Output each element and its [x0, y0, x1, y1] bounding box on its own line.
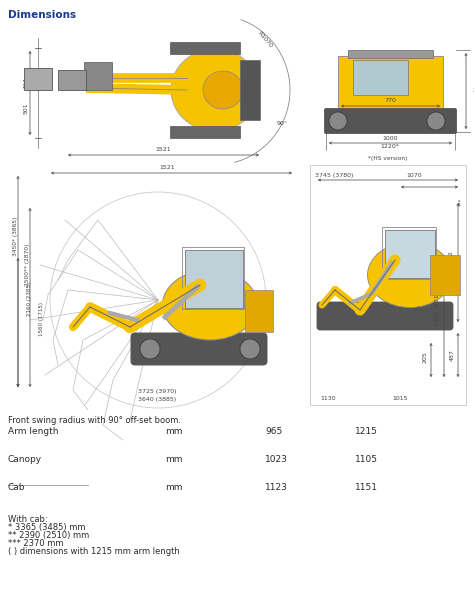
Bar [382, 227, 436, 279]
Bar [185, 250, 243, 308]
Text: 1070: 1070 [406, 173, 422, 178]
FancyBboxPatch shape [317, 302, 453, 330]
Text: 3640 (3885): 3640 (3885) [138, 397, 176, 402]
Text: 1215: 1215 [355, 427, 378, 436]
Text: 770: 770 [384, 98, 396, 103]
Bar [24, 68, 52, 90]
Text: 1521: 1521 [159, 165, 175, 170]
FancyBboxPatch shape [131, 333, 267, 365]
Text: 1151: 1151 [355, 483, 378, 492]
Text: 3725 (3970): 3725 (3970) [138, 389, 176, 394]
Circle shape [427, 112, 445, 130]
Text: 3745 (3780): 3745 (3780) [315, 173, 354, 178]
Text: 90°: 90° [277, 121, 288, 126]
Text: 1105: 1105 [355, 455, 378, 464]
Ellipse shape [203, 71, 243, 109]
Text: 2160 (2385): 2160 (2385) [27, 282, 33, 316]
Text: * 3365 (3485) mm: * 3365 (3485) mm [8, 523, 85, 532]
Text: Cab: Cab [8, 483, 26, 492]
Bar [170, 126, 240, 138]
Text: 1035 (1217): 1035 (1217) [436, 288, 440, 326]
Text: 3450* (3865): 3450* (3865) [13, 217, 18, 256]
Bar [240, 60, 260, 120]
Text: 1220*: 1220* [381, 144, 400, 149]
Text: 1000: 1000 [382, 136, 398, 141]
Bar [182, 247, 244, 309]
Text: With cab:: With cab: [8, 515, 47, 524]
Bar [58, 70, 86, 90]
Text: Front swing radius with 90° off-set boom.: Front swing radius with 90° off-set boom… [8, 416, 181, 425]
FancyBboxPatch shape [325, 108, 456, 134]
Ellipse shape [367, 243, 453, 307]
Bar [348, 50, 433, 58]
Text: 230: 230 [473, 88, 474, 94]
Text: R1070: R1070 [257, 31, 273, 49]
Text: 1560 (1715): 1560 (1715) [39, 302, 45, 336]
Bar [84, 62, 112, 90]
Text: Arm length: Arm length [8, 427, 58, 436]
Text: mm: mm [165, 455, 182, 464]
Text: 205: 205 [422, 351, 428, 363]
Circle shape [329, 112, 347, 130]
Text: 1023: 1023 [265, 455, 288, 464]
Ellipse shape [163, 270, 257, 340]
Circle shape [240, 339, 260, 359]
Bar [353, 60, 408, 95]
Text: mm: mm [165, 427, 182, 436]
Bar [245, 290, 273, 332]
Circle shape [140, 339, 160, 359]
Text: *** 2370 mm: *** 2370 mm [8, 539, 64, 548]
Text: 487: 487 [449, 349, 455, 361]
Text: 1222: 1222 [448, 250, 454, 266]
Bar [430, 255, 460, 295]
Text: ** 2390 (2510) mm: ** 2390 (2510) mm [8, 531, 89, 540]
Bar [385, 230, 435, 278]
Bar [338, 56, 443, 111]
Text: 501: 501 [24, 102, 28, 114]
Text: 464: 464 [24, 77, 28, 89]
Bar [170, 42, 240, 54]
Text: 1015: 1015 [392, 396, 408, 401]
Text: *(HS version): *(HS version) [368, 156, 407, 161]
Text: 965: 965 [265, 427, 282, 436]
Bar [310, 165, 466, 405]
Ellipse shape [171, 49, 259, 131]
Text: 1123: 1123 [265, 483, 288, 492]
Text: mm: mm [165, 483, 182, 492]
Text: 1130: 1130 [320, 396, 336, 401]
Text: ***: *** [458, 198, 463, 206]
Text: Canopy: Canopy [8, 455, 42, 464]
Text: Dimensions: Dimensions [8, 10, 76, 20]
Text: ( ) dimensions with 1215 mm arm length: ( ) dimensions with 1215 mm arm length [8, 547, 180, 556]
Text: 1521: 1521 [155, 147, 171, 152]
Text: 2500** (2870): 2500** (2870) [26, 243, 30, 286]
